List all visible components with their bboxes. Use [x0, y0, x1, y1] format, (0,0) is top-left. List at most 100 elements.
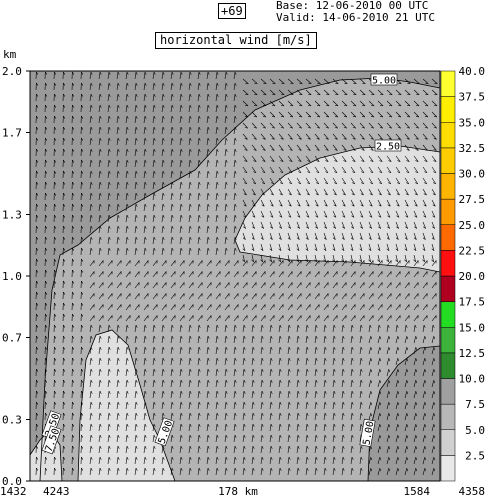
wind-vector	[170, 83, 173, 91]
wind-vector-head	[279, 204, 283, 207]
wind-vector-head	[397, 127, 401, 129]
wind-vector	[296, 199, 301, 207]
wind-vector-head	[171, 236, 174, 240]
wind-vector-head	[198, 115, 201, 119]
wind-vector	[332, 358, 335, 366]
wind-vector-head	[99, 412, 102, 416]
wind-vector-head	[207, 390, 210, 394]
wind-vector-head	[404, 237, 408, 240]
wind-vector	[98, 94, 101, 102]
wind-vector-head	[207, 434, 210, 438]
wind-vector	[242, 243, 246, 251]
wind-vector-head	[99, 346, 102, 350]
wind-vector-head	[90, 181, 93, 185]
wind-vector	[116, 138, 119, 146]
wind-vector	[116, 304, 122, 311]
wind-vector	[305, 166, 311, 173]
wind-vector	[170, 215, 173, 223]
wind-vector-head	[280, 116, 284, 118]
wind-vector	[305, 210, 310, 218]
wind-vector-head	[54, 258, 57, 262]
wind-vector-head	[262, 138, 266, 140]
wind-vector	[179, 182, 182, 190]
wind-vector-head	[288, 357, 291, 361]
wind-vector-head	[315, 204, 319, 207]
wind-vector-head	[252, 390, 255, 394]
wind-vector	[395, 177, 401, 185]
wind-vector-head	[288, 215, 292, 218]
wind-vector-head	[306, 193, 310, 196]
wind-vector-head	[424, 127, 428, 129]
wind-vector-head	[63, 159, 66, 163]
wind-vector-head	[153, 401, 156, 405]
wind-vector-head	[72, 456, 75, 460]
wind-vector-head	[234, 203, 237, 207]
wind-vector	[359, 391, 362, 399]
wind-vector	[260, 271, 266, 278]
wind-vector	[233, 315, 239, 322]
wind-vector	[404, 325, 407, 333]
wind-vector-head	[343, 160, 347, 162]
wind-vector-head	[234, 115, 237, 119]
wind-vector-head	[281, 104, 285, 107]
wind-vector	[314, 122, 320, 129]
wind-vector-head	[415, 380, 417, 384]
wind-vector	[98, 271, 104, 278]
wind-vector	[179, 138, 182, 146]
wind-vector	[206, 271, 212, 278]
wind-vector-head	[180, 203, 183, 207]
wind-vector-head	[243, 335, 246, 339]
wind-vector-head	[280, 160, 284, 162]
wind-vector	[377, 282, 383, 289]
wind-vector	[206, 182, 209, 190]
wind-vector	[242, 221, 246, 229]
wind-vector-head	[189, 192, 192, 196]
wind-vector-head	[397, 380, 399, 384]
wind-vector-head	[323, 237, 327, 240]
wind-vector	[98, 248, 101, 256]
wind-vector-head	[414, 204, 418, 207]
wind-vector	[368, 336, 372, 344]
wind-vector-head	[432, 215, 436, 218]
y-tick-label: 0.0	[2, 475, 22, 488]
wind-vector	[404, 177, 410, 185]
wind-vector	[197, 83, 200, 91]
wind-vector	[332, 122, 338, 129]
wind-vector	[224, 226, 227, 234]
wind-vector-head	[180, 71, 183, 75]
wind-vector	[386, 315, 392, 322]
wind-vector-head	[54, 203, 57, 207]
wind-vector	[404, 424, 408, 432]
chart-title: horizontal wind [m/s]	[155, 32, 317, 49]
wind-vector-head	[333, 423, 336, 427]
wind-vector	[116, 204, 119, 212]
wind-vector-head	[45, 137, 48, 141]
wind-vector	[287, 402, 290, 410]
wind-vector-head	[397, 457, 399, 461]
wind-vector-head	[333, 335, 336, 339]
wind-vector-head	[415, 347, 417, 351]
wind-vector	[305, 325, 308, 333]
wind-vector-head	[90, 467, 93, 471]
wind-vector-head	[433, 391, 435, 395]
wind-vector-head	[350, 237, 354, 240]
wind-vector	[251, 133, 257, 140]
wind-vector	[314, 221, 318, 229]
wind-vector	[152, 116, 155, 124]
wind-vector	[386, 122, 392, 129]
wind-vector-head	[54, 302, 57, 306]
wind-vector-head	[261, 226, 264, 229]
wind-vector	[377, 347, 381, 355]
wind-vector	[386, 166, 392, 173]
wind-vector	[224, 435, 227, 443]
wind-vector-head	[234, 335, 237, 339]
wind-vector-head	[216, 412, 219, 416]
wind-vector	[323, 199, 328, 207]
wind-vector	[116, 391, 119, 399]
wind-vector	[332, 210, 337, 218]
wind-vector	[89, 248, 92, 256]
wind-vector	[359, 468, 362, 476]
wind-vector-head	[388, 358, 390, 362]
wind-vector	[206, 193, 209, 201]
wind-vector-head	[360, 193, 364, 196]
